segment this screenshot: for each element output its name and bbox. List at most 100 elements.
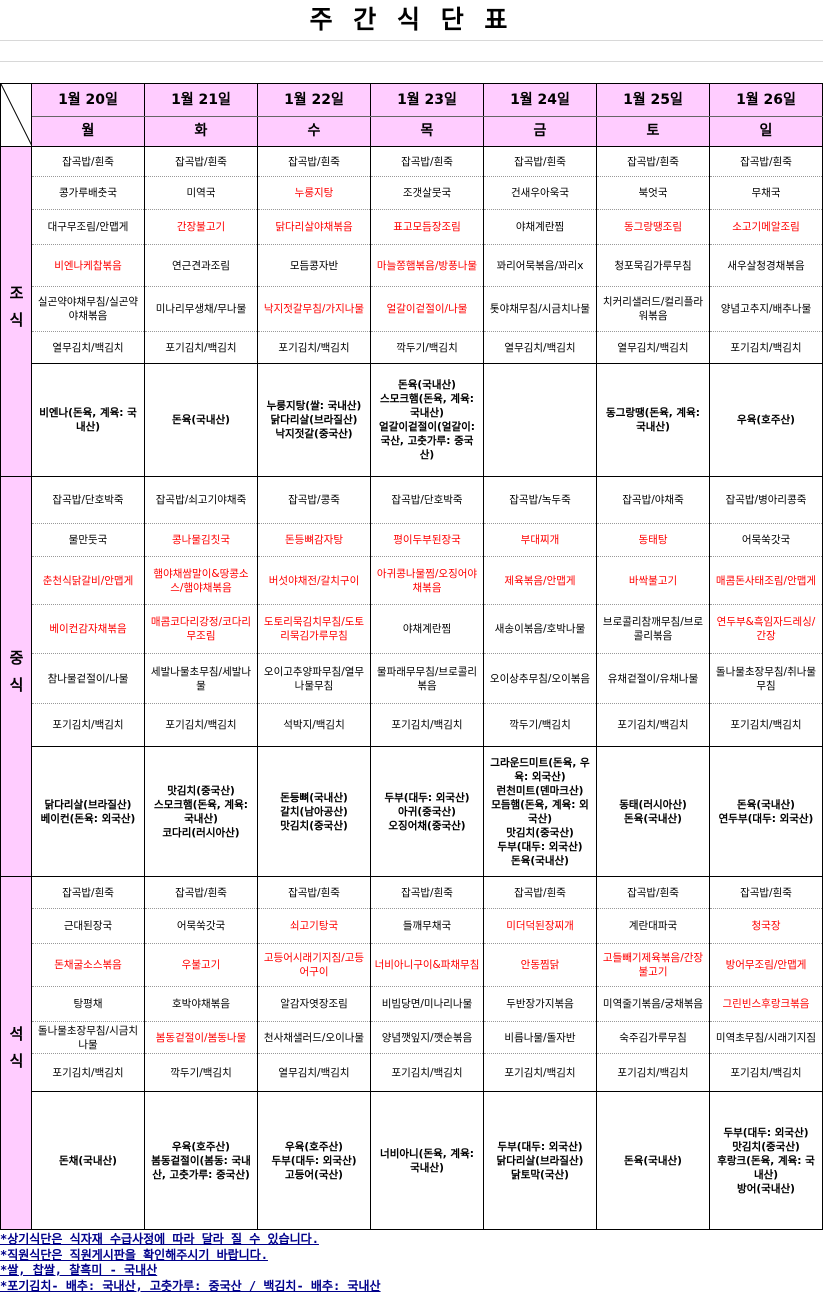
menu-cell: 포기김치/백김치 [257,331,371,364]
date-header: 1월 25일 [596,83,710,117]
menu-cell: 청포묵김가루무침 [596,244,710,287]
menu-cell: 너비아니구이&파채무침 [370,943,484,987]
menu-cell: 잡곡밥/흰죽 [257,146,371,177]
menu-row: 돌나물초장무침/시금치나물 봄동겉절이/봄동나물 천사채샐러드/오이나물 양념깻잎지/… [1,1021,823,1054]
menu-cell: 유채겉절이/유채나물 [596,653,710,704]
notes: *상기식단은 식자재 수급사정에 따라 달라 질 수 있습니다. *직원식단은 직… [0,1232,823,1294]
menu-cell: 계란대파국 [596,908,710,944]
menu-cell: 깍두기/백김치 [144,1053,258,1092]
menu-cell: 근대된장국 [31,908,145,944]
menu-row: 실곤약야채무침/실곤약야채볶음 미나리무생채/무나물 낙지젓갈무침/가지나물 얼갈이겉… [1,286,823,332]
menu-cell: 포기김치/백김치 [370,703,484,747]
menu-cell: 잡곡밥/흰죽 [596,146,710,177]
origin-cell: 우육(호주산) [709,363,823,477]
menu-cell: 부대찌개 [483,523,597,557]
menu-cell: 잡곡밥/단호박죽 [370,476,484,524]
menu-row: 비엔나케찹볶음 연근견과조림 모듬콩자반 마늘쫑햄볶음/방풍나물 꽈리어묵볶음/꽈리x 청… [1,244,823,287]
menu-cell: 얼갈이겉절이/나물 [370,286,484,332]
origin-cell: 돈육(국내산) [596,1091,710,1230]
menu-cell: 쇠고기탕국 [257,908,371,944]
date-header: 1월 23일 [370,83,484,117]
menu-cell: 열무김치/백김치 [31,331,145,364]
day-header: 목 [370,115,484,148]
date-header: 1월 22일 [257,83,371,117]
menu-cell: 포기김치/백김치 [483,1053,597,1092]
menu-row: 닭다리살(브라질산) 베이컨(돈육: 외국산) 맛김치(중국산) 스모크햄(돈육,… [1,746,823,877]
origin-cell: 돈채(국내산) [31,1091,145,1230]
menu-row: 물만둣국 콩나물김칫국 돈등뼈감자탕 평이두부된장국 부대찌개 동태탕 어묵쑥갓국 [1,523,823,557]
meal-label: 중식 [0,476,32,877]
menu-cell: 잡곡밥/녹두죽 [483,476,597,524]
menu-cell: 어묵쑥갓국 [144,908,258,944]
menu-cell: 천사채샐러드/오이나물 [257,1021,371,1054]
menu-cell: 깍두기/백김치 [370,331,484,364]
menu-cell: 세발나물초무침/세발나물 [144,653,258,704]
menu-cell: 호박야채볶음 [144,986,258,1022]
origin-cell: 누룽지탕(쌀: 국내산) 닭다리살(브라질산) 낙지젓갈(중국산) [257,363,371,477]
menu-row: 돈채(국내산) 우육(호주산) 봄동겉절이(봄동: 국내산, 고춧가루: 중국산)… [1,1091,823,1230]
menu-cell: 잡곡밥/흰죽 [483,146,597,177]
menu-cell: 매콤코다리강정/코다리무조림 [144,604,258,654]
day-header: 화 [144,115,258,148]
menu-cell: 버섯야채전/갈치구이 [257,556,371,605]
day-header: 토 [596,115,710,148]
menu-cell: 석박지/백김치 [257,703,371,747]
menu-cell: 야채계란찜 [370,604,484,654]
meal-label: 석식 [0,876,32,1230]
menu-cell: 들깨무채국 [370,908,484,944]
menu-cell: 북엇국 [596,176,710,210]
date-header: 1월 20일 [31,83,145,117]
diagonal [1,84,31,145]
menu-cell: 모듬콩자반 [257,244,371,287]
origin-cell: 두부(대두: 외국산) 아귀(중국산) 오징어채(중국산) [370,746,484,877]
menu-cell: 열무김치/백김치 [483,331,597,364]
origin-cell: 돈육(국내산) [144,363,258,477]
menu-cell: 콩가루배춧국 [31,176,145,210]
menu-cell: 동태탕 [596,523,710,557]
menu-cell: 잡곡밥/흰죽 [144,146,258,177]
origin-cell: 너비아니(돈육, 계육: 국내산) [370,1091,484,1230]
menu-cell: 포기김치/백김치 [31,703,145,747]
menu-cell: 돈채굴소스볶음 [31,943,145,987]
menu-cell: 잡곡밥/흰죽 [257,876,371,909]
menu-cell: 잡곡밥/흰죽 [596,876,710,909]
menu-cell: 포기김치/백김치 [596,1053,710,1092]
menu-cell: 아귀콩나물찜/오징어야채볶음 [370,556,484,605]
spacer [0,40,823,83]
note: *포기김치- 배추: 국내산, 고춧가루: 중국산 / 백김치- 배추: 국내산 [0,1278,381,1293]
menu-cell: 참나물겉절이/나물 [31,653,145,704]
menu-cell: 제육볶음/안맵게 [483,556,597,605]
menu-row: 참나물겉절이/나물 세발나물초무침/세발나물 오이고추양파무침/열무나물무침 물파래무… [1,653,823,704]
menu-cell: 물만둣국 [31,523,145,557]
menu-cell: 소고기메알조림 [709,209,823,245]
menu-cell: 바싹불고기 [596,556,710,605]
origin-cell: 동그랑땡(돈육, 계육: 국내산) [596,363,710,477]
note: *직원식단은 직원게시판을 확인해주시기 바랍니다. [0,1247,268,1262]
menu-cell: 어묵쑥갓국 [709,523,823,557]
menu-cell: 돌나물초장무침/취나물무침 [709,653,823,704]
menu-row: 대구무조림/안맵게 간장불고기 닭다리살야채볶음 표고모듬장조림 야채계란찜 동그랑땡조림… [1,209,823,245]
menu-cell: 양념고추지/배추나물 [709,286,823,332]
menu-cell: 낙지젓갈무침/가지나물 [257,286,371,332]
origin-cell: 비엔나(돈육, 계육: 국내산) [31,363,145,477]
menu-cell: 대구무조림/안맵게 [31,209,145,245]
menu-cell: 포기김치/백김치 [144,331,258,364]
menu-row: 비엔나(돈육, 계육: 국내산) 돈육(국내산) 누룽지탕(쌀: 국내산) 닭다리살… [1,363,823,477]
menu-cell: 무채국 [709,176,823,210]
menu-cell: 돌나물초장무침/시금치나물 [31,1021,145,1054]
menu-cell: 브로콜리참깨무침/브로콜리볶음 [596,604,710,654]
menu-cell: 돈등뼈감자탕 [257,523,371,557]
menu-cell: 마늘쫑햄볶음/방풍나물 [370,244,484,287]
menu-row: 근대된장국 어묵쑥갓국 쇠고기탕국 들깨무채국 미더덕된장찌개 계란대파국 청국장 [1,908,823,944]
menu-cell: 고들빼기제육볶음/간장불고기 [596,943,710,987]
menu-cell: 잡곡밥/흰죽 [144,876,258,909]
menu-row: 조식 잡곡밥/흰죽 잡곡밥/흰죽 잡곡밥/흰죽 잡곡밥/흰죽 잡곡밥/흰죽 잡곡밥/흰죽 잡곡… [0,146,823,477]
menu-cell: 미역줄기볶음/궁채볶음 [596,986,710,1022]
corner-cell [0,83,32,147]
day-header: 월 [31,115,145,148]
menu-cell: 건새우아욱국 [483,176,597,210]
note: *쌀, 찹쌀, 찰흑미 - 국내산 [0,1263,158,1277]
menu-cell: 포기김치/백김치 [709,331,823,364]
